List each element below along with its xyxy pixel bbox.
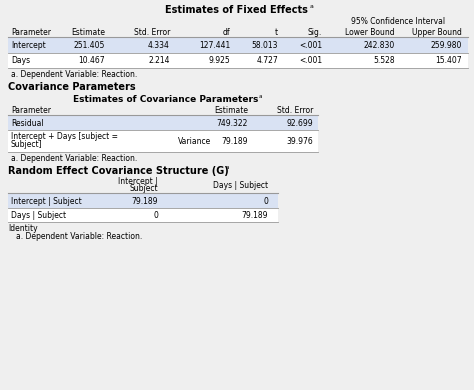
Text: Days: Days: [11, 56, 30, 65]
Bar: [8, 130, 318, 152]
Text: Std. Error: Std. Error: [134, 28, 170, 37]
Text: Days | Subject: Days | Subject: [213, 181, 268, 190]
Text: Subject: Subject: [129, 184, 158, 193]
Text: 79.189: 79.189: [221, 136, 248, 145]
Text: 259.980: 259.980: [430, 41, 462, 50]
Text: a. Dependent Variable: Reaction.: a. Dependent Variable: Reaction.: [16, 232, 142, 241]
Text: Estimate: Estimate: [214, 106, 248, 115]
Text: Days | Subject: Days | Subject: [11, 211, 66, 220]
Text: Upper Bound: Upper Bound: [412, 28, 462, 37]
Text: Intercept | Subject: Intercept | Subject: [11, 197, 82, 206]
Text: 39.976: 39.976: [286, 136, 313, 145]
Text: 9.925: 9.925: [208, 56, 230, 65]
Text: 749.322: 749.322: [217, 119, 248, 128]
Text: 2.214: 2.214: [148, 56, 170, 65]
Text: 0: 0: [263, 197, 268, 206]
Text: Subject]: Subject]: [11, 140, 43, 149]
Text: 4.334: 4.334: [148, 41, 170, 50]
Text: a: a: [310, 4, 314, 9]
Text: 58.013: 58.013: [252, 41, 278, 50]
Text: a. Dependent Variable: Reaction.: a. Dependent Variable: Reaction.: [11, 154, 137, 163]
Text: a: a: [259, 94, 263, 99]
Text: Sig.: Sig.: [308, 28, 322, 37]
Text: 95% Confidence Interval: 95% Confidence Interval: [351, 17, 445, 26]
Text: Identity: Identity: [8, 224, 37, 233]
Text: Intercept + Days [subject =: Intercept + Days [subject =: [11, 132, 118, 141]
Text: 79.189: 79.189: [241, 211, 268, 220]
Text: <.001: <.001: [299, 41, 322, 50]
Text: Parameter: Parameter: [11, 28, 51, 37]
Text: 251.405: 251.405: [73, 41, 105, 50]
Text: Estimate: Estimate: [71, 28, 105, 37]
Bar: [8, 38, 468, 53]
Bar: [8, 116, 318, 130]
Text: 4.727: 4.727: [256, 56, 278, 65]
Text: 0: 0: [153, 211, 158, 220]
Text: 92.699: 92.699: [286, 119, 313, 128]
Text: a: a: [226, 165, 229, 170]
Text: Variance: Variance: [178, 136, 211, 145]
Text: 5.528: 5.528: [374, 56, 395, 65]
Text: a. Dependent Variable: Reaction.: a. Dependent Variable: Reaction.: [11, 70, 137, 79]
Text: 15.407: 15.407: [436, 56, 462, 65]
Text: Residual: Residual: [11, 119, 44, 128]
Text: df: df: [222, 28, 230, 37]
Text: Covariance Parameters: Covariance Parameters: [8, 82, 136, 92]
Text: Lower Bound: Lower Bound: [346, 28, 395, 37]
Bar: [8, 208, 278, 222]
Text: Intercept: Intercept: [11, 41, 46, 50]
Text: 10.467: 10.467: [78, 56, 105, 65]
Text: Random Effect Covariance Structure (G): Random Effect Covariance Structure (G): [8, 166, 229, 176]
Text: Intercept |: Intercept |: [118, 177, 158, 186]
Text: Estimates of Fixed Effects: Estimates of Fixed Effects: [164, 5, 308, 15]
Text: Parameter: Parameter: [11, 106, 51, 115]
Text: 127.441: 127.441: [199, 41, 230, 50]
Text: <.001: <.001: [299, 56, 322, 65]
Text: 79.189: 79.189: [131, 197, 158, 206]
Text: Std. Error: Std. Error: [277, 106, 313, 115]
Text: 242.830: 242.830: [364, 41, 395, 50]
Text: Estimates of Covariance Parameters: Estimates of Covariance Parameters: [73, 95, 259, 104]
Bar: [8, 53, 468, 68]
Text: t: t: [275, 28, 278, 37]
Bar: [8, 194, 278, 208]
